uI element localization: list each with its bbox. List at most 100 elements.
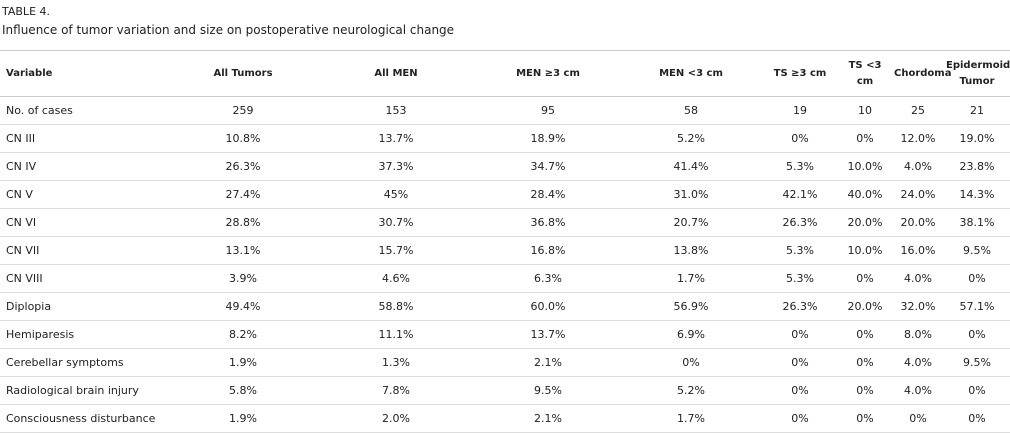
- cell: 6.9%: [620, 320, 762, 349]
- cell: 0%: [762, 124, 838, 153]
- cell: 0%: [838, 264, 892, 293]
- cell: 28.8%: [170, 208, 316, 237]
- column-header: TS ≥3 cm: [762, 50, 838, 97]
- row-label: Cerebellar symptoms: [0, 348, 170, 377]
- cell: 24.0%: [892, 180, 944, 209]
- cell: 4.6%: [316, 264, 476, 293]
- cell: 0%: [944, 404, 1010, 433]
- cell: 12.0%: [892, 124, 944, 153]
- table-row: No. of cases 259 153 95 58 19 10 25 21: [0, 96, 1010, 125]
- cell: 9.5%: [944, 348, 1010, 377]
- data-table: Variable All Tumors All MEN MEN ≥3 cm MEN <3…: [0, 50, 1010, 433]
- column-header: Epidermoid Tumor: [944, 50, 1010, 97]
- row-label: Hemiparesis: [0, 320, 170, 349]
- table-row: CN III 10.8% 13.7% 18.9% 5.2% 0% 0% 12.0% 19.0%: [0, 124, 1010, 153]
- cell: 0%: [838, 404, 892, 433]
- cell: 10.0%: [838, 236, 892, 265]
- cell: 14.3%: [944, 180, 1010, 209]
- cell: 13.7%: [316, 124, 476, 153]
- row-label: CN V: [0, 180, 170, 209]
- cell: 1.7%: [620, 264, 762, 293]
- cell: 4.0%: [892, 376, 944, 405]
- cell: 19: [762, 96, 838, 125]
- cell: 26.3%: [762, 208, 838, 237]
- cell: 0%: [762, 320, 838, 349]
- table-row: CN VIII 3.9% 4.6% 6.3% 1.7% 5.3% 0% 4.0% 0%: [0, 264, 1010, 293]
- cell: 10.8%: [170, 124, 316, 153]
- table-row: CN IV 26.3% 37.3% 34.7% 41.4% 5.3% 10.0% 4.0% 23…: [0, 152, 1010, 181]
- cell: 10: [838, 96, 892, 125]
- cell: 57.1%: [944, 292, 1010, 321]
- cell: 11.1%: [316, 320, 476, 349]
- column-header: Chordoma: [892, 50, 951, 97]
- header-row: Variable All Tumors All MEN MEN ≥3 cm MEN <3…: [0, 50, 1010, 97]
- table-row: Radiological brain injury 5.8% 7.8% 9.5% 5.2…: [0, 376, 1010, 405]
- cell: 27.4%: [170, 180, 316, 209]
- cell: 13.8%: [620, 236, 762, 265]
- table-row: Cerebellar symptoms 1.9% 1.3% 2.1% 0% 0% 0% 4.0…: [0, 348, 1010, 377]
- cell: 2.1%: [476, 404, 620, 433]
- cell: 3.9%: [170, 264, 316, 293]
- cell: 1.3%: [316, 348, 476, 377]
- cell: 0%: [838, 376, 892, 405]
- cell: 1.7%: [620, 404, 762, 433]
- cell: 20.0%: [838, 292, 892, 321]
- cell: 41.4%: [620, 152, 762, 181]
- cell: 49.4%: [170, 292, 316, 321]
- cell: 18.9%: [476, 124, 620, 153]
- cell: 15.7%: [316, 236, 476, 265]
- cell: 4.0%: [892, 264, 944, 293]
- row-label: Diplopia: [0, 292, 170, 321]
- cell: 42.1%: [762, 180, 838, 209]
- cell: 32.0%: [892, 292, 944, 321]
- row-label: CN VIII: [0, 264, 170, 293]
- cell: 26.3%: [170, 152, 316, 181]
- table-row: Hemiparesis 8.2% 11.1% 13.7% 6.9% 0% 0% 8.0% 0%: [0, 320, 1010, 349]
- row-label: Consciousness disturbance: [0, 404, 170, 433]
- cell: 0%: [838, 124, 892, 153]
- table-label: TABLE 4.: [2, 5, 51, 18]
- cell: 4.0%: [892, 348, 944, 377]
- cell: 5.2%: [620, 376, 762, 405]
- table-row: Diplopia 49.4% 58.8% 60.0% 56.9% 26.3% 20.0% 32…: [0, 292, 1010, 321]
- cell: 20.7%: [620, 208, 762, 237]
- table-row: CN VII 13.1% 15.7% 16.8% 13.8% 5.3% 10.0% 16.0%…: [0, 236, 1010, 265]
- cell: 5.3%: [762, 152, 838, 181]
- cell: 23.8%: [944, 152, 1010, 181]
- cell: 60.0%: [476, 292, 620, 321]
- row-label: CN IV: [0, 152, 170, 181]
- cell: 20.0%: [838, 208, 892, 237]
- row-label: CN III: [0, 124, 170, 153]
- table-title: Influence of tumor variation and size on…: [2, 23, 455, 37]
- cell: 56.9%: [620, 292, 762, 321]
- cell: 8.2%: [170, 320, 316, 349]
- column-header: MEN ≥3 cm: [476, 50, 620, 97]
- cell: 153: [316, 96, 476, 125]
- cell: 0%: [762, 376, 838, 405]
- cell: 0%: [762, 404, 838, 433]
- cell: 5.3%: [762, 236, 838, 265]
- cell: 5.3%: [762, 264, 838, 293]
- cell: 9.5%: [476, 376, 620, 405]
- cell: 9.5%: [944, 236, 1010, 265]
- cell: 2.1%: [476, 348, 620, 377]
- cell: 26.3%: [762, 292, 838, 321]
- cell: 58: [620, 96, 762, 125]
- cell: 7.8%: [316, 376, 476, 405]
- cell: 21: [944, 96, 1010, 125]
- column-header: TS <3 cm: [838, 50, 892, 97]
- cell: 0%: [944, 320, 1010, 349]
- cell: 40.0%: [838, 180, 892, 209]
- cell: 37.3%: [316, 152, 476, 181]
- column-header: All MEN: [316, 50, 476, 97]
- cell: 259: [170, 96, 316, 125]
- column-header: Variable: [0, 50, 170, 97]
- cell: 13.1%: [170, 236, 316, 265]
- cell: 20.0%: [892, 208, 944, 237]
- table-row: CN VI 28.8% 30.7% 36.8% 20.7% 26.3% 20.0% 20.0%…: [0, 208, 1010, 237]
- cell: 31.0%: [620, 180, 762, 209]
- cell: 0%: [762, 348, 838, 377]
- row-label: No. of cases: [0, 96, 170, 125]
- cell: 0%: [944, 376, 1010, 405]
